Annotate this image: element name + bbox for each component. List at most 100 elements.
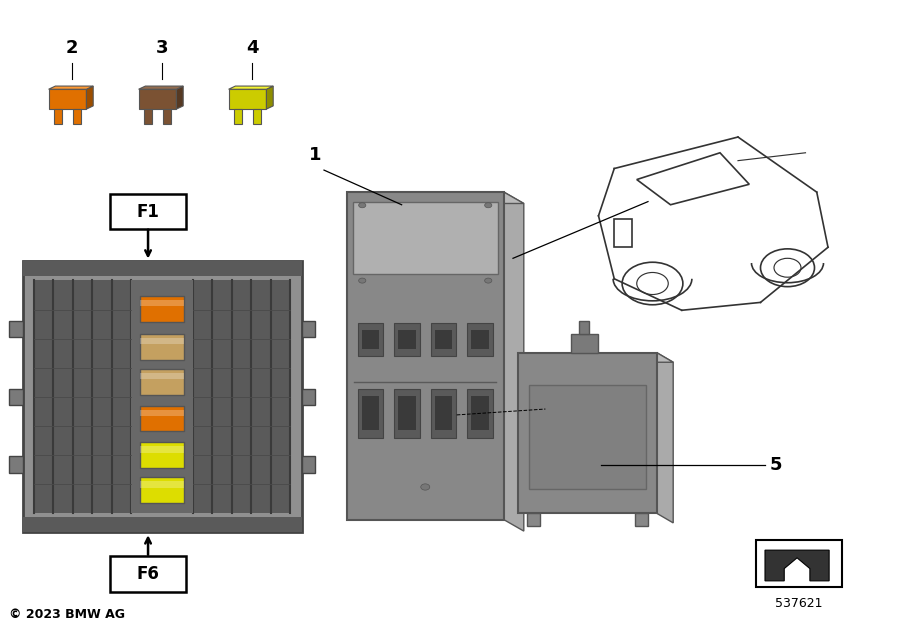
Bar <box>358 323 383 356</box>
Bar <box>398 396 416 430</box>
Text: 4: 4 <box>246 38 258 57</box>
Bar <box>140 338 184 344</box>
Bar <box>614 219 632 247</box>
Point <box>187 306 198 313</box>
Polygon shape <box>144 109 152 123</box>
Polygon shape <box>765 550 829 581</box>
Point <box>68 510 78 517</box>
Point <box>126 451 137 459</box>
Bar <box>518 353 657 513</box>
Bar <box>362 329 379 350</box>
Text: © 2023 BMW AG: © 2023 BMW AG <box>9 607 125 621</box>
Bar <box>9 389 22 405</box>
Polygon shape <box>176 86 184 109</box>
Polygon shape <box>139 89 176 109</box>
Point <box>285 393 296 401</box>
Bar <box>398 329 416 350</box>
Bar <box>9 457 22 472</box>
Polygon shape <box>54 109 62 123</box>
Text: 5: 5 <box>770 456 782 474</box>
Bar <box>394 323 419 356</box>
Polygon shape <box>229 89 266 109</box>
Bar <box>435 329 453 350</box>
Point <box>187 277 198 284</box>
Bar <box>472 396 489 430</box>
Bar <box>140 442 184 468</box>
Bar <box>22 261 302 277</box>
Bar <box>140 478 184 503</box>
Circle shape <box>358 278 365 283</box>
Point <box>106 510 117 517</box>
Bar <box>472 329 489 350</box>
Point <box>48 510 58 517</box>
Polygon shape <box>253 109 261 123</box>
Polygon shape <box>234 109 242 123</box>
Bar <box>131 280 193 513</box>
FancyBboxPatch shape <box>110 556 185 592</box>
Bar <box>431 389 456 438</box>
Point <box>126 422 137 430</box>
Point <box>227 277 238 284</box>
Bar <box>526 513 540 526</box>
Text: 3: 3 <box>156 38 168 57</box>
Point <box>187 364 198 372</box>
Polygon shape <box>504 192 524 531</box>
Bar <box>140 296 184 322</box>
Point <box>187 510 198 517</box>
Point <box>28 481 39 488</box>
Circle shape <box>484 278 491 283</box>
Point <box>126 277 137 284</box>
Bar <box>634 513 648 526</box>
Point <box>187 393 198 401</box>
Bar <box>22 517 302 532</box>
Point <box>285 481 296 488</box>
Point <box>86 510 97 517</box>
Bar <box>302 457 315 472</box>
Point <box>126 364 137 372</box>
Polygon shape <box>346 192 524 203</box>
Bar <box>140 410 184 416</box>
Bar <box>358 389 383 438</box>
Point <box>285 306 296 313</box>
Point <box>126 481 137 488</box>
Bar <box>140 373 184 379</box>
Point <box>28 306 39 313</box>
Point <box>285 335 296 343</box>
Circle shape <box>358 203 365 208</box>
FancyBboxPatch shape <box>571 334 598 353</box>
Bar <box>362 396 379 430</box>
Polygon shape <box>49 86 94 89</box>
Text: 1: 1 <box>309 146 321 164</box>
Bar <box>467 323 492 356</box>
Bar <box>353 202 498 274</box>
Point <box>285 364 296 372</box>
Polygon shape <box>579 321 590 334</box>
Bar <box>9 321 22 337</box>
Bar <box>756 540 842 587</box>
Point <box>491 379 501 386</box>
Polygon shape <box>86 86 94 109</box>
Point <box>28 364 39 372</box>
Bar <box>140 300 184 306</box>
Text: 537621: 537621 <box>775 597 823 610</box>
Point <box>28 451 39 459</box>
Point <box>187 451 198 459</box>
Point <box>28 422 39 430</box>
Polygon shape <box>657 353 673 523</box>
Polygon shape <box>49 89 86 109</box>
Text: F1: F1 <box>137 203 159 220</box>
Point <box>106 277 117 284</box>
FancyBboxPatch shape <box>110 194 185 229</box>
Polygon shape <box>139 86 184 89</box>
Point <box>126 393 137 401</box>
Bar <box>528 385 646 490</box>
Point <box>187 481 198 488</box>
Point <box>285 510 296 517</box>
Bar <box>394 389 419 438</box>
Point <box>349 379 360 386</box>
Bar <box>346 192 504 520</box>
Text: F6: F6 <box>137 565 159 583</box>
Point <box>187 335 198 343</box>
Point <box>126 510 137 517</box>
Bar <box>435 396 453 430</box>
